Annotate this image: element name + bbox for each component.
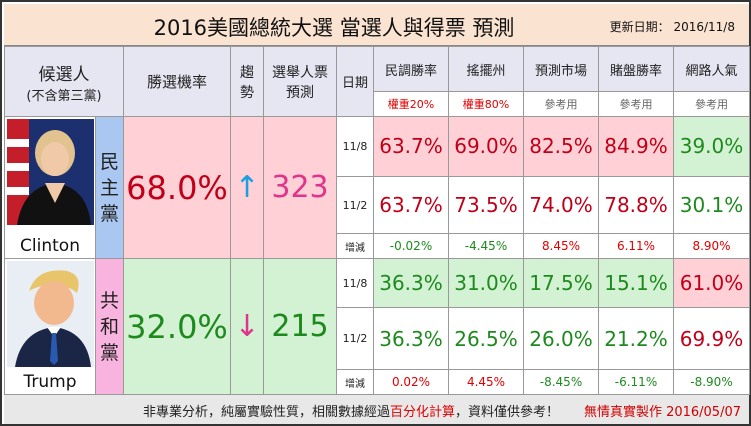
trump-date-1: 11/8 bbox=[336, 258, 374, 309]
clinton-internet-2: 30.1% bbox=[673, 175, 750, 235]
trump-poll-1: 36.3% bbox=[373, 258, 449, 309]
trump-change-swing: 4.45% bbox=[448, 369, 524, 395]
clinton-change-swing: -4.45% bbox=[448, 233, 524, 260]
trump-market-1: 17.5% bbox=[523, 258, 599, 309]
trump-internet-1: 61.0% bbox=[673, 258, 750, 309]
trump-swing-2: 26.5% bbox=[448, 307, 524, 371]
header-col-betting: 賭盤勝率 bbox=[598, 45, 674, 93]
trump-internet-2: 69.9% bbox=[673, 307, 750, 371]
clinton-date-1: 11/8 bbox=[336, 116, 374, 177]
clinton-betting-2: 78.8% bbox=[598, 175, 674, 235]
trump-trend-down-icon: ↓ bbox=[230, 258, 264, 395]
weight-market: 參考用 bbox=[523, 91, 599, 117]
trump-change-market: -8.45% bbox=[523, 369, 599, 395]
clinton-change-betting: 6.11% bbox=[598, 233, 674, 260]
clinton-date-2: 11/2 bbox=[336, 175, 374, 235]
prediction-table: 候選人 (不含第三黨) 勝選機率 趨勢 選舉人票預測 日期 民調勝率 搖擺州 預… bbox=[4, 45, 750, 395]
clinton-photo-cell: Clinton bbox=[4, 115, 96, 260]
header-trend: 趨勢 bbox=[230, 46, 264, 117]
page-title: 2016美國總統大選 當選人與得票 預測 bbox=[153, 16, 515, 40]
header-win-prob: 勝選機率 bbox=[123, 46, 231, 117]
footer: 非專業分析，純屬實驗性質，相關數據經過百分化計算，資料僅供參考！ 無情真實製作 … bbox=[4, 395, 749, 424]
footer-note-highlight: 百分化計算 bbox=[389, 405, 455, 420]
clinton-party: 民 主 黨 bbox=[95, 115, 124, 260]
footer-credit: 無情真實製作 2016/05/07 bbox=[583, 405, 741, 420]
clinton-change-market: 8.45% bbox=[523, 233, 599, 260]
trump-party-char: 和 bbox=[99, 315, 119, 338]
trump-photo-cell: Trump bbox=[4, 258, 96, 395]
trump-photo bbox=[7, 261, 94, 368]
trump-electoral: 215 bbox=[263, 258, 337, 395]
footer-note-text: ，資料僅供參考！ bbox=[454, 405, 559, 420]
header-candidate-sub: (不含第三黨) bbox=[26, 88, 102, 104]
clinton-betting-1: 84.9% bbox=[598, 116, 674, 177]
header-electoral: 選舉人票預測 bbox=[263, 46, 337, 117]
header-col-internet: 網路人氣 bbox=[673, 45, 750, 93]
trump-win-prob: 32.0% bbox=[123, 258, 231, 395]
trump-poll-2: 36.3% bbox=[373, 307, 449, 371]
clinton-change-internet: 8.90% bbox=[673, 233, 750, 260]
clinton-change-label: 增減 bbox=[336, 233, 374, 260]
weight-swing: 權重80% bbox=[448, 91, 524, 117]
header-col-poll: 民調勝率 bbox=[373, 45, 449, 93]
trump-swing-1: 31.0% bbox=[448, 258, 524, 309]
clinton-change-poll: -0.02% bbox=[373, 233, 449, 260]
trump-name: Trump bbox=[23, 372, 77, 392]
title-bar: 2016美國總統大選 當選人與得票 預測 更新日期： 2016/11/8 bbox=[4, 4, 749, 46]
trump-party-char: 黨 bbox=[99, 341, 119, 364]
clinton-electoral: 323 bbox=[263, 115, 337, 260]
trump-change-label: 增減 bbox=[336, 369, 374, 395]
weight-internet: 參考用 bbox=[673, 91, 750, 117]
clinton-market-1: 82.5% bbox=[523, 116, 599, 177]
footer-note-text: 非專業分析，純屬實驗性質，相關數據經過 bbox=[142, 405, 390, 420]
clinton-market-2: 74.0% bbox=[523, 175, 599, 235]
footer-note: 非專業分析，純屬實驗性質，相關數據經過百分化計算，資料僅供參考！ bbox=[143, 401, 559, 420]
update-date: 更新日期： 2016/11/8 bbox=[609, 20, 735, 34]
clinton-swing-1: 69.0% bbox=[448, 116, 524, 177]
clinton-party-char: 黨 bbox=[99, 202, 119, 225]
clinton-trend-up-icon: ↑ bbox=[230, 115, 264, 260]
header-candidate: 候選人 (不含第三黨) bbox=[4, 46, 124, 117]
clinton-party-char: 主 bbox=[99, 176, 119, 199]
weight-betting: 參考用 bbox=[598, 91, 674, 117]
trump-date-2: 11/2 bbox=[336, 307, 374, 371]
trump-change-internet: -8.90% bbox=[673, 369, 750, 395]
header-col-market: 預測市場 bbox=[523, 45, 599, 93]
trump-party: 共 和 黨 bbox=[95, 258, 124, 395]
clinton-internet-1: 39.0% bbox=[673, 116, 750, 177]
clinton-photo bbox=[7, 119, 94, 225]
trump-market-2: 26.0% bbox=[523, 307, 599, 371]
trump-betting-1: 15.1% bbox=[598, 258, 674, 309]
clinton-name: Clinton bbox=[20, 236, 80, 257]
clinton-poll-2: 63.7% bbox=[373, 175, 449, 235]
clinton-swing-2: 73.5% bbox=[448, 175, 524, 235]
trump-change-betting: -6.11% bbox=[598, 369, 674, 395]
header-candidate-label: 候選人 bbox=[38, 64, 90, 85]
trump-betting-2: 21.2% bbox=[598, 307, 674, 371]
clinton-poll-1: 63.7% bbox=[373, 116, 449, 177]
trump-change-poll: 0.02% bbox=[373, 369, 449, 395]
header-date: 日期 bbox=[336, 46, 374, 117]
trump-party-char: 共 bbox=[99, 289, 119, 312]
clinton-party-char: 民 bbox=[99, 150, 119, 173]
weight-poll: 權重20% bbox=[373, 91, 449, 117]
clinton-win-prob: 68.0% bbox=[123, 115, 231, 260]
header-col-swing: 搖擺州 bbox=[448, 45, 524, 93]
